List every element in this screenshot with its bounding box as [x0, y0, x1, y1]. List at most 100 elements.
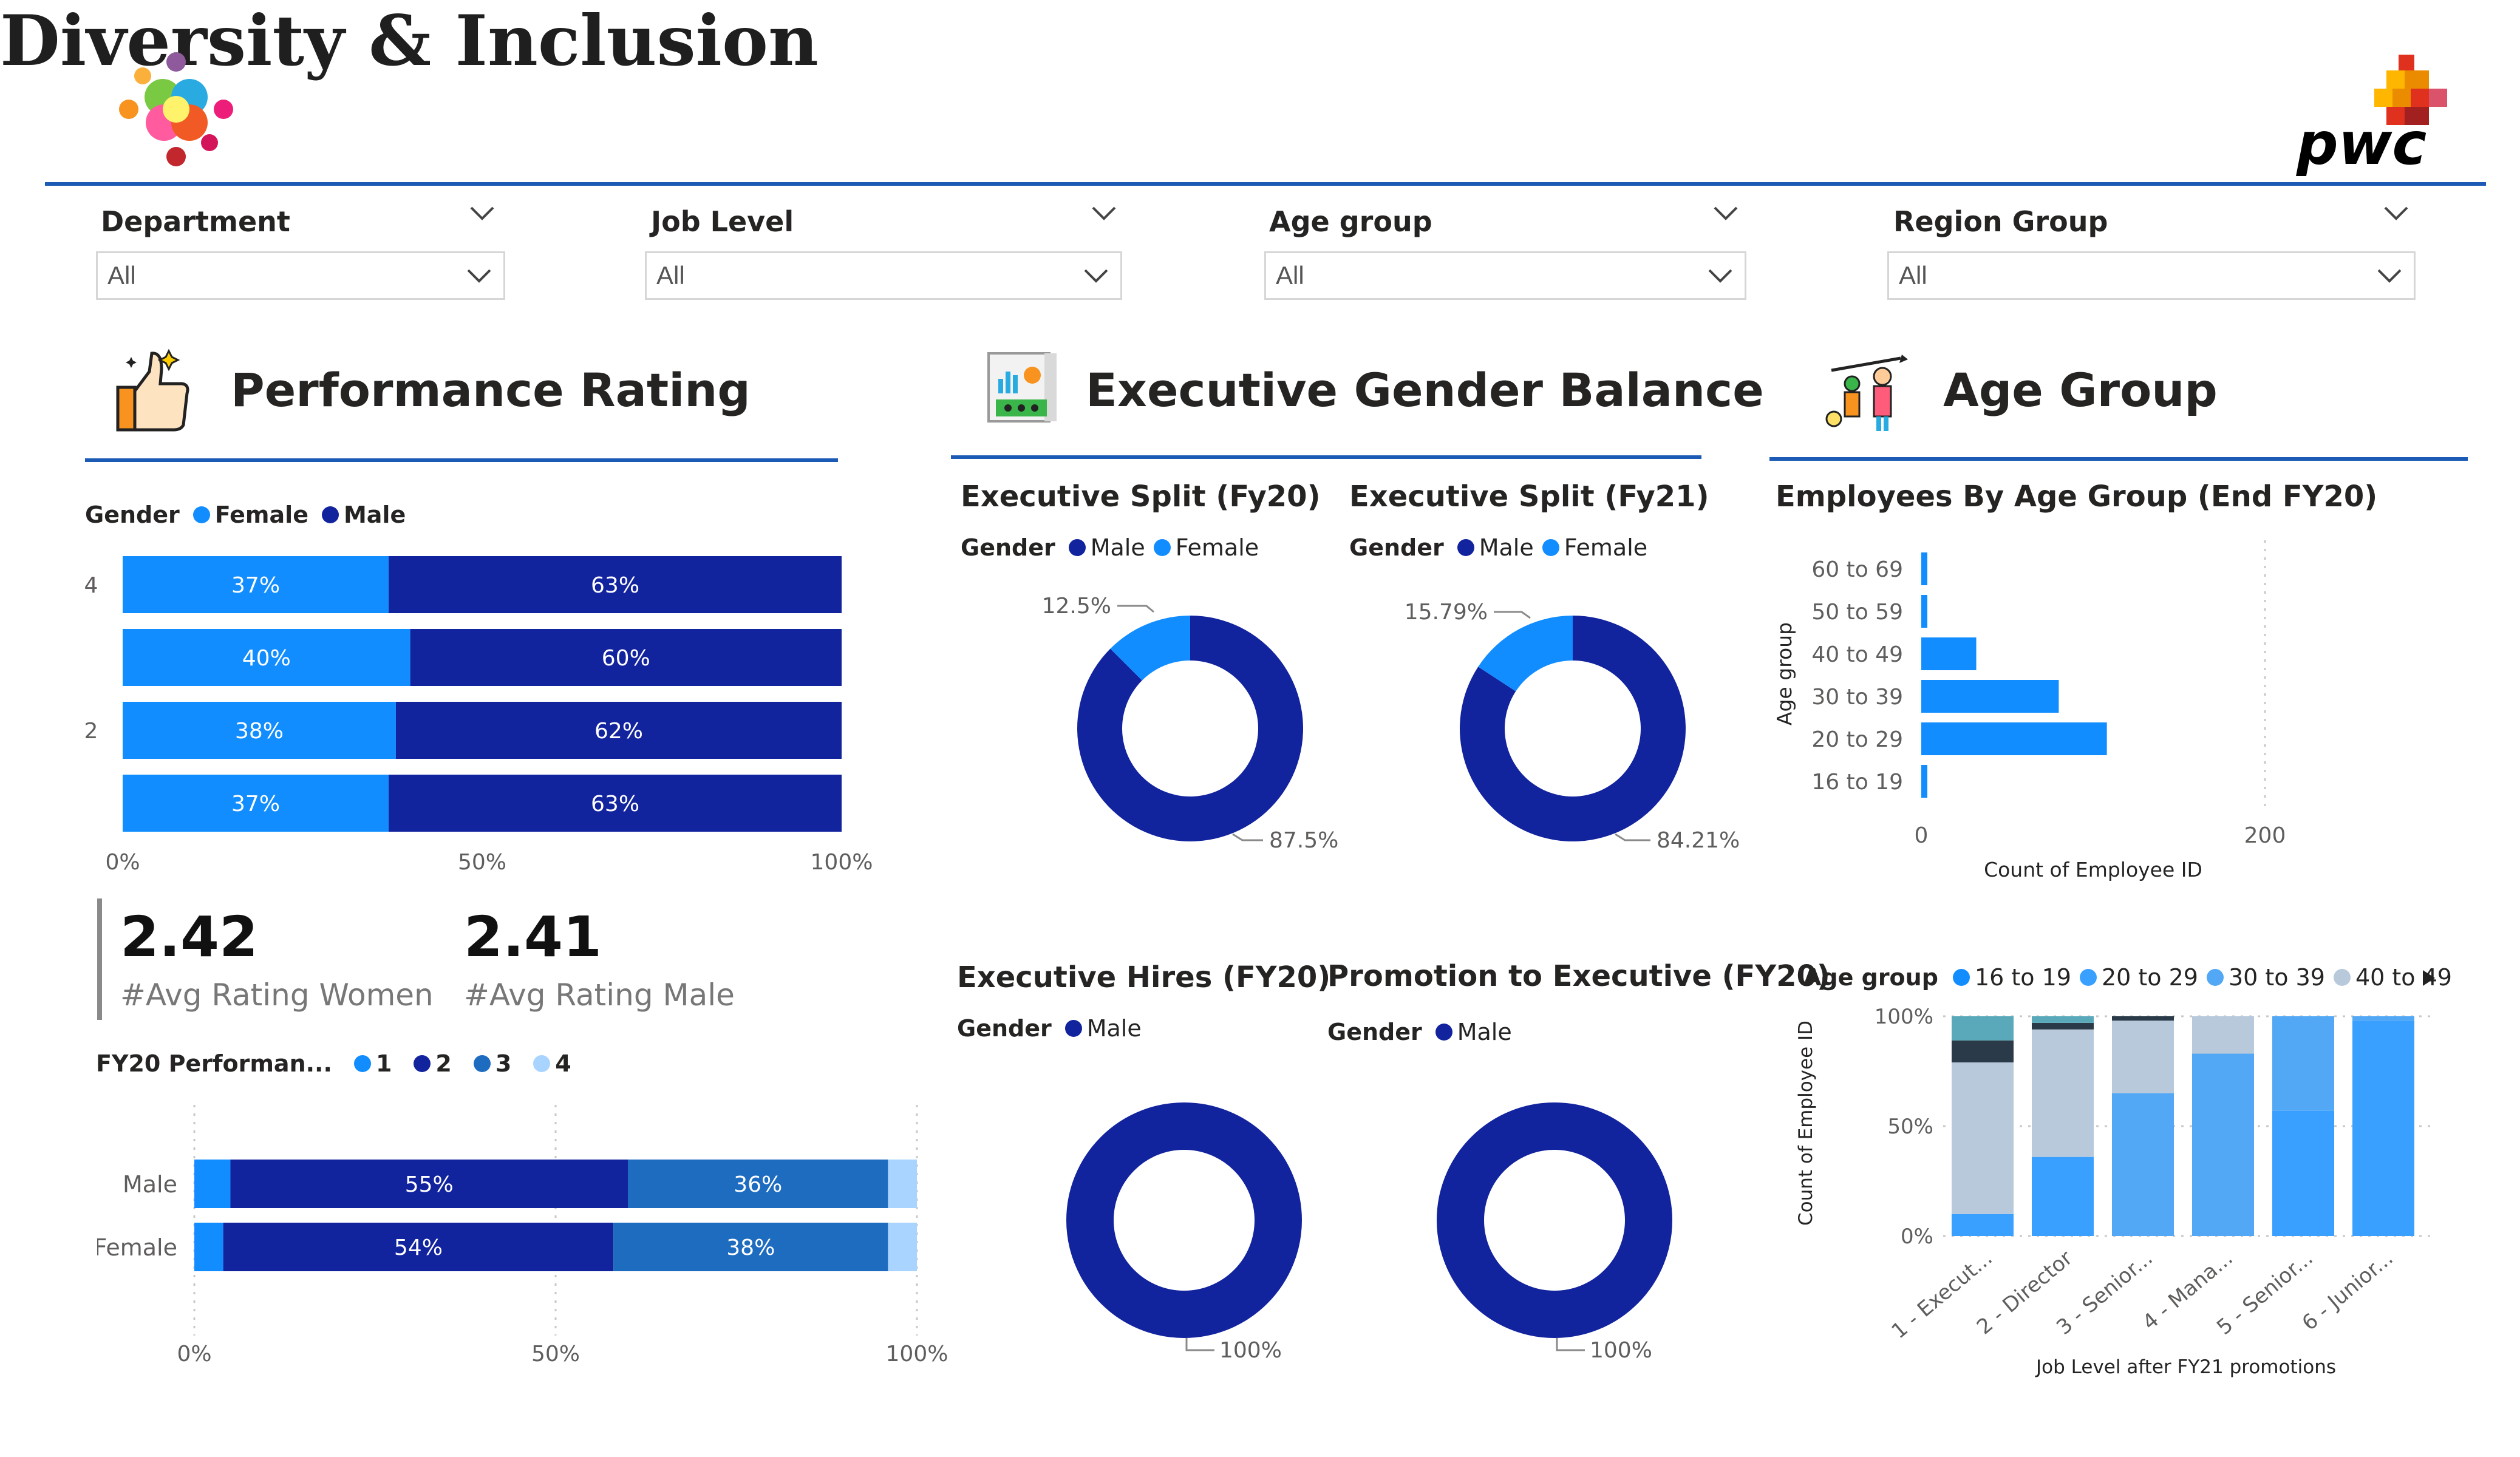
job-level-legend-20-29[interactable]: 20 to 29: [2101, 964, 2198, 991]
job-level-legend-16-19[interactable]: 16 to 19: [1974, 964, 2071, 991]
exec-hires-legend-title: Gender: [957, 1015, 1052, 1042]
bar: [1921, 722, 2107, 755]
bar-label: 36%: [734, 1172, 782, 1197]
filter-region-group-value: All: [1899, 261, 1927, 290]
filter-age-group-dropdown[interactable]: All: [1264, 251, 1746, 300]
report-icon: [984, 348, 1063, 430]
chevron-down-icon[interactable]: [1711, 204, 1740, 222]
exec-split-fy21-donut: 15.79% 84.21%: [1405, 600, 1740, 853]
exec-split-fy20-title: Executive Split (Fy20): [961, 480, 1321, 514]
legend-dot-male: [321, 506, 339, 523]
data-label: 84.21%: [1657, 828, 1740, 853]
bar-label: 40%: [242, 646, 291, 671]
bar: [1921, 765, 1927, 798]
filter-department-dropdown[interactable]: All: [96, 251, 505, 300]
chevron-down-icon[interactable]: [468, 204, 497, 222]
fy20-legend-2[interactable]: 2: [435, 1050, 452, 1077]
app-logo: [115, 49, 237, 170]
fy20-performance-chart: 55% 36% Male 54% 38% Female 0% 50% 100%: [97, 1105, 947, 1367]
filter-job-level-dropdown[interactable]: All: [645, 251, 1122, 300]
fy20-legend-title: FY20 Performan...: [96, 1050, 332, 1077]
bar-segment: [2112, 1016, 2174, 1021]
kpi-avg-rating-male-label: #Avg Rating Male: [464, 977, 735, 1013]
bar-segment: [2032, 1022, 2094, 1030]
y-category-label: 40 to 49: [1811, 642, 1903, 667]
bar-segment: [2112, 1021, 2174, 1093]
fy20-legend-4[interactable]: 4: [555, 1050, 571, 1077]
exec-hires-legend-male[interactable]: Male: [1086, 1015, 1142, 1042]
bar: [1921, 637, 1977, 670]
y-category-label: 20 to 29: [1811, 727, 1903, 752]
kpi-avg-rating-women-value: 2.42: [120, 905, 258, 970]
legend-dot-40-49: [2333, 969, 2351, 986]
bar-segment: [223, 1223, 614, 1271]
x-tick-label: 50%: [531, 1342, 580, 1367]
filter-department-value: All: [107, 261, 136, 290]
bar-segment: [888, 1223, 917, 1271]
leader-line: [1117, 605, 1154, 613]
legend-dot-20-29: [2079, 969, 2097, 986]
legend-next-icon[interactable]: [2420, 968, 2437, 988]
page-title: Diversity & Inclusion: [0, 0, 819, 81]
bar-segment: [1952, 1062, 2014, 1214]
performance-rating-chart: 37% 63% 4 40% 60% 38% 62% 2 37% 63% 0% 50% 100%: [84, 556, 873, 874]
exec-split-fy21-legend: Gender Male Female: [1349, 534, 1647, 561]
y-tick-label: 0%: [1901, 1224, 1933, 1249]
legend-dot-male: [1435, 1024, 1452, 1041]
perf-legend-female[interactable]: Female: [214, 501, 308, 528]
bar-label: 54%: [394, 1235, 443, 1260]
bar-segment: [613, 1223, 888, 1271]
y-tick-label: 4: [84, 573, 98, 598]
data-label: 87.5%: [1269, 828, 1338, 853]
chevron-down-icon: [1084, 269, 1108, 283]
fy20-legend-3[interactable]: 3: [495, 1050, 512, 1077]
exec-split-fy20-legend-male[interactable]: Male: [1090, 534, 1145, 561]
bar-female: [123, 556, 389, 613]
thumbs-up-icon: [113, 345, 192, 439]
bar: [1921, 680, 2059, 713]
y-category-label: 60 to 69: [1811, 557, 1903, 582]
header-rule: [45, 182, 2486, 186]
bar-label: 38%: [235, 719, 284, 744]
legend-dot-male: [1457, 539, 1474, 556]
exec-split-fy21-legend-male[interactable]: Male: [1479, 534, 1534, 561]
bar-segment: [888, 1160, 917, 1208]
y-category-label: 30 to 39: [1811, 685, 1903, 710]
exec-hires-donut: 100%: [1066, 1102, 1302, 1363]
filter-department-label: Department: [101, 205, 290, 238]
promo-exec-legend-male[interactable]: Male: [1457, 1019, 1512, 1045]
chevron-down-icon[interactable]: [2382, 204, 2411, 222]
exec-split-fy20-donut: 12.5% 87.5%: [1042, 594, 1339, 853]
perf-legend-male[interactable]: Male: [343, 501, 406, 528]
bar: [1921, 595, 1927, 628]
bar-segment: [2112, 1093, 2174, 1236]
age-chart-title: Employees By Age Group (End FY20): [1776, 480, 2378, 514]
bar-male: [410, 629, 842, 686]
exec-split-fy21-title: Executive Split (Fy21): [1349, 480, 1709, 514]
chevron-down-icon[interactable]: [1089, 204, 1119, 222]
pwc-logo: pwc: [2283, 49, 2465, 178]
bar-segment: [2272, 1016, 2334, 1111]
bar-female: [123, 775, 389, 832]
exec-hires-title: Executive Hires (FY20): [957, 960, 1331, 994]
x-tick-label: 0: [1915, 823, 1929, 848]
job-level-legend-30-39[interactable]: 30 to 39: [2228, 964, 2325, 991]
filter-region-group-dropdown[interactable]: All: [1887, 251, 2416, 300]
legend-dot-male: [1068, 539, 1086, 556]
exec-split-fy21-legend-female[interactable]: Female: [1564, 534, 1648, 561]
fy20-legend-1[interactable]: 1: [375, 1050, 392, 1077]
filter-age-group-label: Age group: [1269, 205, 1432, 238]
people-growth-icon: [1822, 355, 1913, 436]
legend-dot-rating-3: [473, 1055, 491, 1072]
bar-segment: [2352, 1016, 2414, 1021]
job-level-legend-40-49[interactable]: 40 to 49: [2355, 964, 2452, 991]
y-category-label: Male: [123, 1171, 177, 1198]
bar-segment: [1952, 1040, 2014, 1063]
pwc-wordmark: pwc: [2296, 110, 2426, 176]
exec-split-fy20-legend-female[interactable]: Female: [1175, 534, 1259, 561]
data-label: 12.5%: [1042, 594, 1111, 619]
y-tick-label: 100%: [1875, 1005, 1933, 1029]
filter-job-level-label: Job Level: [651, 205, 794, 238]
bar-segment: [2272, 1110, 2334, 1236]
donut-slice: [1066, 1102, 1302, 1338]
